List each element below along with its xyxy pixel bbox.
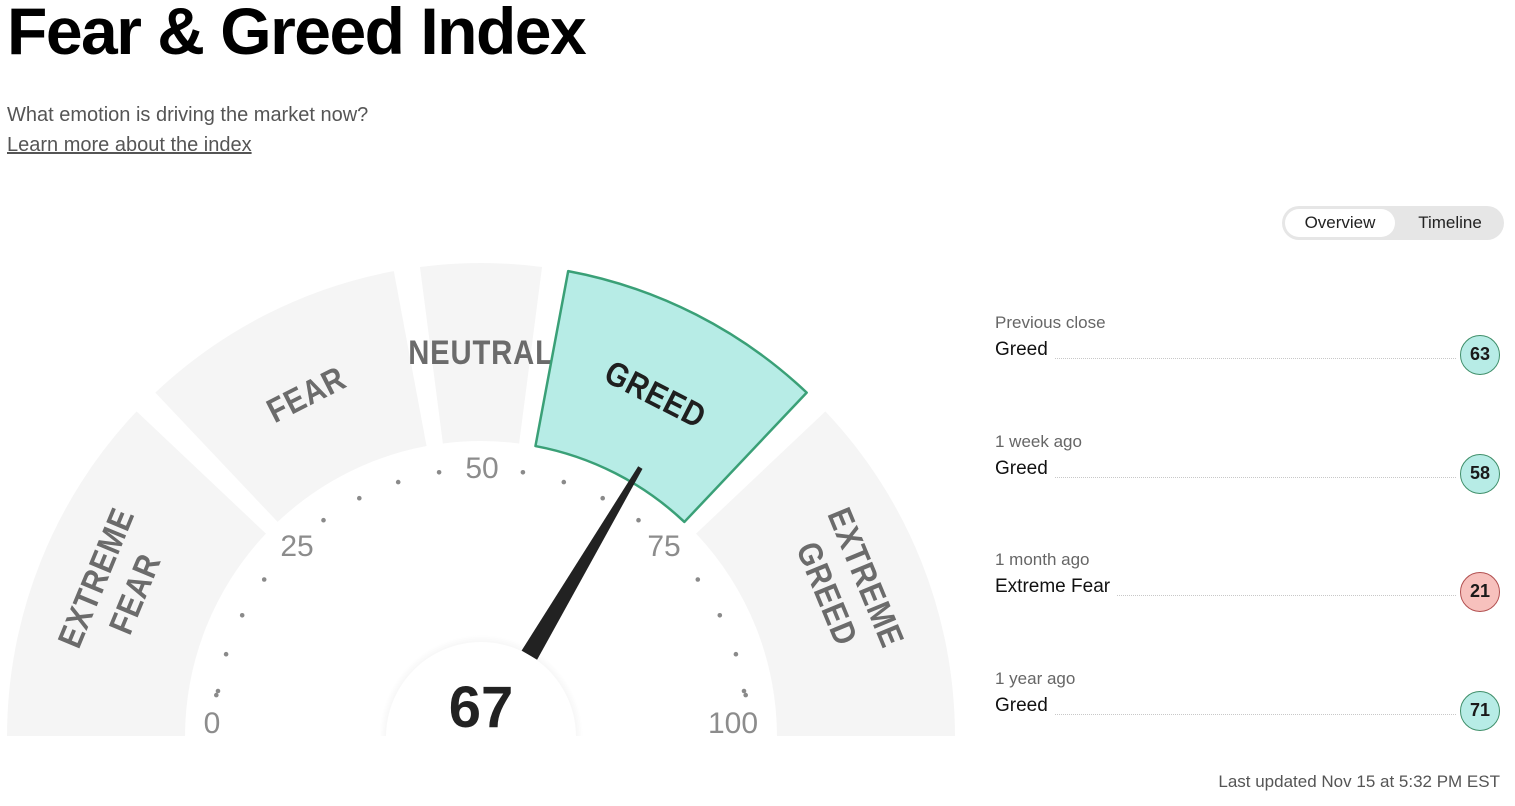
history-period: 1 year ago xyxy=(995,669,1076,688)
history-dotted-rule xyxy=(995,358,1456,359)
tick-dot xyxy=(743,692,748,698)
timeline-tab[interactable]: Timeline xyxy=(1418,213,1482,232)
segment-extreme-greed xyxy=(696,411,955,737)
last-updated: Last updated Nov 15 at 5:32 PM EST xyxy=(1218,772,1500,791)
view-toggle: Overview Timeline xyxy=(1282,206,1504,240)
segment-extreme-fear xyxy=(7,411,266,737)
tick-dot xyxy=(561,479,567,485)
tick-dot xyxy=(395,479,401,485)
tick-dot xyxy=(636,517,641,523)
tick-dot xyxy=(239,613,245,618)
tick-dot xyxy=(600,495,605,501)
tick-dot xyxy=(321,517,326,523)
segment-label-line: NEUTRAL xyxy=(408,333,554,372)
tick-dot xyxy=(520,470,526,475)
tick-dot xyxy=(223,651,229,657)
gauge-tick-dots xyxy=(214,470,748,698)
history-period: 1 week ago xyxy=(995,432,1082,451)
fear-greed-gauge: EXTREMEFEARFEARNEUTRALGREEDEXTREMEGREED … xyxy=(0,263,960,806)
tick-label-25: 25 xyxy=(280,530,313,563)
tick-label-100: 100 xyxy=(708,707,758,740)
tick-dot xyxy=(215,688,221,694)
history-value-badge: 58 xyxy=(1460,454,1500,494)
history-previous-close: Previous close Greed 63 xyxy=(995,313,1500,393)
page-title: Fear & Greed Index xyxy=(7,0,587,68)
history-period: Previous close xyxy=(995,313,1106,332)
history-period: 1 month ago xyxy=(995,550,1090,569)
segment-greed xyxy=(534,269,808,524)
gauge-value: 67 xyxy=(449,675,514,740)
history-rating: Greed xyxy=(995,458,1054,480)
tick-dot xyxy=(436,470,442,475)
gauge-needle-group xyxy=(521,466,643,660)
gauge-baseline-mask xyxy=(0,736,960,806)
tick-dot xyxy=(733,651,739,657)
tick-dot xyxy=(261,577,267,582)
tick-label-50: 50 xyxy=(465,452,498,485)
tick-dot xyxy=(695,577,701,582)
learn-more-link[interactable]: Learn more about the index xyxy=(7,134,252,156)
tick-dot xyxy=(717,613,723,618)
segment-fear xyxy=(155,271,427,522)
segment-label-neutral: NEUTRAL xyxy=(408,333,554,372)
history-1-month-ago: 1 month ago Extreme Fear 21 xyxy=(995,550,1500,630)
history-rating: Greed xyxy=(995,695,1054,717)
history-1-week-ago: 1 week ago Greed 58 xyxy=(995,432,1500,512)
history-value-badge: 63 xyxy=(1460,335,1500,375)
history-dotted-rule xyxy=(995,595,1456,596)
gauge-needle xyxy=(521,466,643,660)
history-value-badge: 21 xyxy=(1460,572,1500,612)
history-rating: Greed xyxy=(995,339,1054,361)
tick-label-0: 0 xyxy=(204,707,221,740)
history-value-badge: 71 xyxy=(1460,691,1500,731)
tick-dot xyxy=(357,495,362,501)
history-1-year-ago: 1 year ago Greed 71 xyxy=(995,669,1500,749)
history-dotted-rule xyxy=(995,714,1456,715)
tick-dot xyxy=(214,692,219,698)
segment-neutral xyxy=(419,263,543,444)
tick-label-75: 75 xyxy=(647,530,680,563)
gauge-tick-labels: 0 25 50 75 100 xyxy=(204,452,758,740)
page-subtitle: What emotion is driving the market now? xyxy=(7,104,369,126)
overview-tab[interactable]: Overview xyxy=(1285,209,1395,237)
history-dotted-rule xyxy=(995,477,1456,478)
history-rating: Extreme Fear xyxy=(995,576,1117,598)
tick-dot xyxy=(741,688,747,694)
